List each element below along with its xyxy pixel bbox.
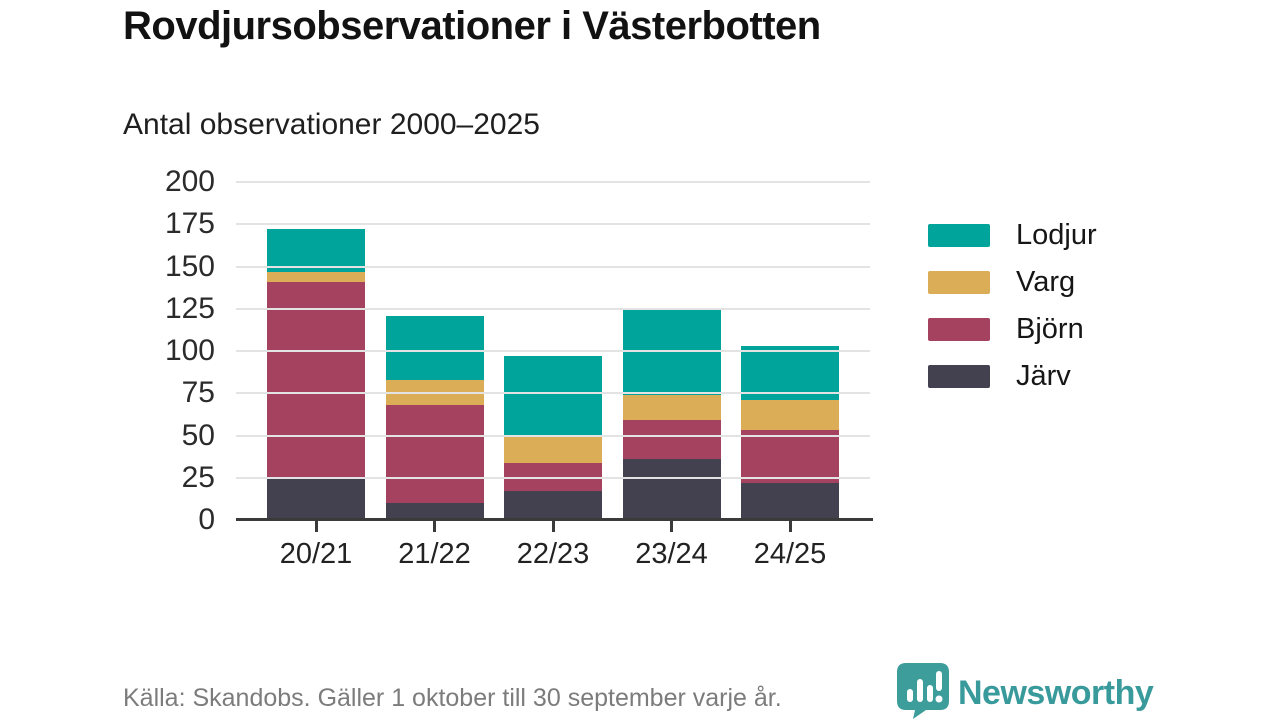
newsworthy-logo-icon [896, 662, 950, 720]
tick-slot-20-21 [267, 521, 365, 532]
legend-item-varg: Varg [928, 259, 1097, 306]
plot-area [236, 181, 870, 520]
source-note: Källa: Skandobs. Gäller 1 oktober till 3… [123, 684, 782, 712]
y-tick-label-200: 200 [164, 165, 215, 198]
x-axis-line [236, 518, 873, 521]
legend-swatch-bjorn [928, 318, 990, 341]
y-tick-label-150: 150 [164, 249, 215, 283]
y-tick-label-50: 50 [181, 418, 215, 452]
x-tick-label-24-25: 24/25 [753, 538, 827, 570]
y-tick-label-25: 25 [181, 460, 215, 494]
tick-slot-23-24 [623, 521, 721, 532]
bar-20-21 [267, 182, 365, 520]
bar-segment-jarv-23-24 [622, 459, 721, 520]
gridline-75 [236, 392, 870, 395]
bar-segment-varg-23-24 [622, 394, 721, 421]
y-axis-labels: 0 25 50 75 100 125 150 175 200 [40, 167, 215, 535]
bar-segment-varg-24-25 [741, 400, 839, 431]
legend-label-lodjur: Lodjur [1016, 219, 1097, 251]
legend-label-varg: Varg [1016, 266, 1076, 298]
brand: Newsworthy [896, 662, 1154, 720]
x-tick-23-24 [670, 521, 673, 532]
y-tick-label-0: 0 [198, 503, 215, 536]
legend-label-bjorn: Björn [1016, 313, 1084, 345]
chart-subtitle: Antal observationer 2000–2025 [123, 108, 540, 141]
bar-segment-lodjur-24-25 [741, 345, 839, 401]
bar-segment-jarv-24-25 [741, 482, 839, 520]
legend-item-lodjur: Lodjur [928, 212, 1097, 259]
y-tick-label-100: 100 [164, 334, 215, 367]
bar-segment-lodjur-21-22 [385, 315, 484, 380]
page-title: Rovdjursobservationer i Västerbotten [123, 4, 821, 48]
x-tick-label-21-22: 21/22 [398, 538, 471, 570]
tick-slot-21-22 [386, 521, 484, 532]
bar-segment-bjorn-23-24 [622, 420, 721, 460]
bar-segment-jarv-21-22 [385, 503, 484, 520]
bar-segment-bjorn-21-22 [385, 405, 484, 504]
x-tick-label-22-23: 22/23 [516, 538, 590, 570]
x-tick-label-20-21: 20/21 [279, 538, 353, 570]
bar-segment-varg-20-21 [267, 271, 365, 282]
x-tick-22-23 [551, 521, 555, 532]
gridline-175 [236, 223, 870, 226]
gridline-100 [236, 350, 870, 352]
x-tick-24-25 [788, 521, 792, 532]
x-tick-21-22 [433, 521, 436, 532]
gridline-150 [236, 265, 870, 268]
legend-item-bjorn: Björn [928, 306, 1097, 353]
bar-segment-bjorn-24-25 [741, 430, 839, 483]
bar-segment-lodjur-22-23 [504, 356, 602, 438]
tick-slot-22-23 [504, 521, 602, 532]
y-tick-label-175: 175 [164, 207, 215, 241]
gridline-200 [236, 181, 870, 183]
y-tick-label-125: 125 [164, 291, 215, 325]
legend-swatch-varg [928, 271, 990, 294]
bar-24-25 [741, 182, 839, 520]
legend: Lodjur Varg Björn Järv [928, 212, 1097, 400]
bar-segment-jarv-20-21 [267, 477, 365, 520]
y-tick-label-75: 75 [181, 376, 215, 410]
brand-name: Newsworthy [958, 673, 1154, 712]
legend-swatch-jarv [928, 365, 990, 388]
x-axis-ticks [236, 521, 870, 532]
x-tick-20-21 [314, 521, 318, 532]
bar-segment-lodjur-20-21 [267, 229, 365, 272]
bar-21-22 [385, 182, 484, 520]
bar-segment-jarv-22-23 [504, 491, 602, 520]
x-axis-labels: 20/21 21/22 22/23 23/24 24/25 [236, 538, 870, 571]
legend-swatch-lodjur [928, 224, 990, 247]
x-tick-label-23-24: 23/24 [635, 538, 708, 570]
legend-label-jarv: Järv [1016, 360, 1071, 392]
gridline-125 [236, 307, 870, 310]
bars-row [236, 182, 870, 520]
legend-item-jarv: Järv [928, 353, 1097, 400]
tick-slot-24-25 [741, 521, 839, 532]
gridline-25 [236, 476, 870, 479]
bar-segment-bjorn-20-21 [267, 281, 365, 478]
gridline-50 [236, 434, 870, 437]
bar-23-24 [622, 182, 721, 520]
bar-segment-varg-22-23 [504, 437, 602, 463]
